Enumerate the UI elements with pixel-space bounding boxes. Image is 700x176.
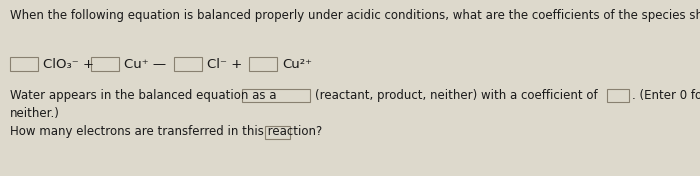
Text: Cl⁻ +: Cl⁻ +	[207, 58, 242, 71]
Text: Cu²⁺: Cu²⁺	[282, 58, 312, 71]
Text: neither.): neither.)	[10, 106, 60, 120]
Text: (reactant, product, neither) with a coefficient of: (reactant, product, neither) with a coef…	[315, 89, 598, 102]
Text: . (Enter 0 for: . (Enter 0 for	[632, 89, 700, 102]
Text: ClO₃⁻ +: ClO₃⁻ +	[43, 58, 94, 71]
Text: When the following equation is balanced properly under acidic conditions, what a: When the following equation is balanced …	[10, 9, 700, 22]
Text: How many electrons are transferred in this reaction?: How many electrons are transferred in th…	[10, 125, 322, 139]
Text: Water appears in the balanced equation as a: Water appears in the balanced equation a…	[10, 89, 276, 102]
Text: Cu⁺ —: Cu⁺ —	[124, 58, 166, 71]
